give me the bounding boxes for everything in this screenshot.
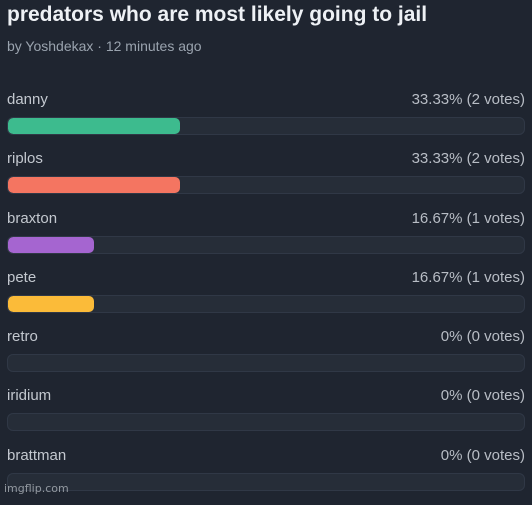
option-label: pete	[7, 268, 37, 286]
watermark: imgflip.com	[4, 482, 69, 495]
poll-option[interactable]: riplos 33.33% (2 votes)	[7, 149, 525, 208]
option-label: riplos	[7, 150, 43, 168]
option-label: brattman	[7, 446, 67, 464]
option-label: danny	[7, 91, 48, 108]
poll-title: predators who are most likely going to j…	[7, 3, 428, 26]
option-label: retro	[7, 328, 38, 346]
option-label: iridium	[7, 387, 52, 405]
poll-option[interactable]: danny 33.33% (2 votes)	[7, 90, 525, 149]
option-result: 16.67% (1 votes)	[411, 268, 525, 286]
option-bar-track	[7, 413, 525, 432]
option-bar-track	[7, 235, 525, 254]
option-bar-track	[7, 472, 525, 491]
poll-option[interactable]: retro 0% (0 votes)	[7, 327, 525, 386]
option-bar-track	[7, 176, 525, 195]
option-result: 33.33% (2 votes)	[411, 150, 525, 168]
poll: predators who are most likely going to j…	[7, 0, 525, 491]
option-result: 16.67% (1 votes)	[411, 209, 525, 227]
option-bar-track	[7, 117, 525, 135]
option-result: 0% (0 votes)	[440, 387, 525, 405]
poll-meta: by Yoshdekax · 12 minutes ago	[7, 38, 202, 54]
poll-option[interactable]: brattman 0% (0 votes)	[7, 446, 525, 505]
option-bar-fill	[8, 236, 95, 253]
option-bar-track	[7, 354, 525, 373]
option-bar-fill	[8, 118, 180, 134]
option-result: 33.33% (2 votes)	[411, 91, 525, 108]
option-bar-fill	[8, 295, 95, 312]
option-label: braxton	[7, 209, 58, 227]
poll-option[interactable]: iridium 0% (0 votes)	[7, 386, 525, 445]
poll-option[interactable]: braxton 16.67% (1 votes)	[7, 209, 525, 268]
option-bar-fill	[8, 177, 180, 194]
option-result: 0% (0 votes)	[440, 446, 525, 464]
option-bar-track	[7, 294, 525, 313]
poll-option[interactable]: pete 16.67% (1 votes)	[7, 268, 525, 327]
poll-options: danny 33.33% (2 votes) riplos 33.33% (2 …	[7, 90, 525, 505]
option-result: 0% (0 votes)	[440, 328, 525, 346]
